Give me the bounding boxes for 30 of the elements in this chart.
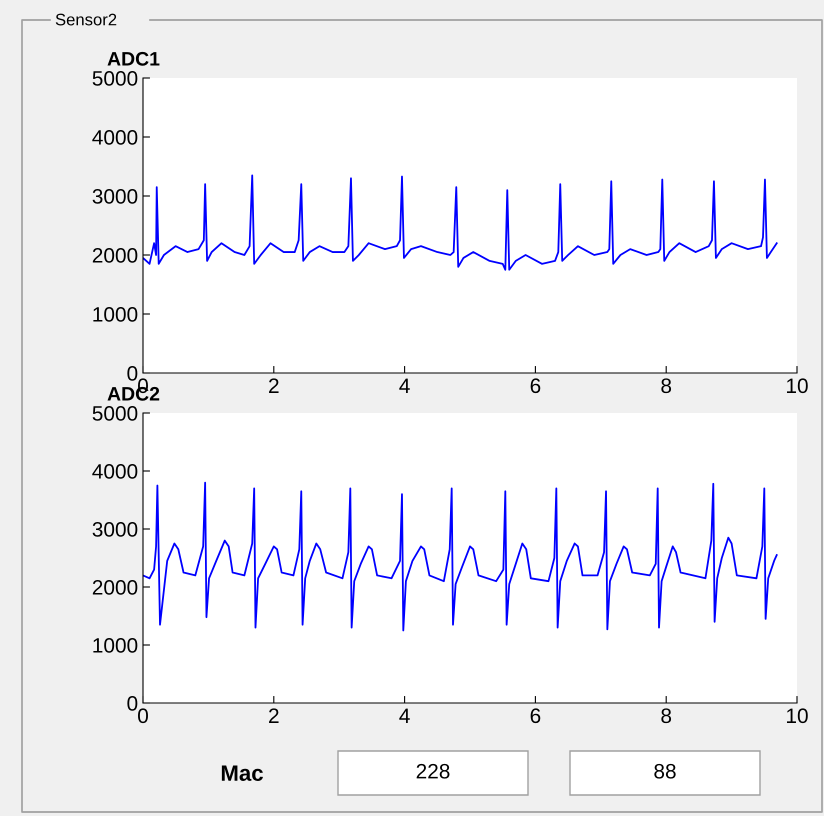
line-series — [143, 482, 778, 632]
y-tick-label: 3000 — [92, 522, 138, 537]
x-tick-label: 10 — [787, 378, 808, 394]
x-tick-label: 2 — [269, 708, 279, 723]
y-tick-label: 2000 — [92, 248, 138, 263]
x-tick-label: 8 — [661, 378, 672, 394]
y-tick-label: 4000 — [92, 130, 138, 145]
x-tick-label: 2 — [269, 378, 279, 393]
y-tick-label: 1000 — [93, 638, 138, 653]
y-tick-label: 0 — [127, 696, 138, 711]
y-tick-label: 0 — [127, 366, 138, 381]
y-tick-label: 3000 — [92, 189, 138, 204]
x-tick-label: 6 — [530, 708, 540, 724]
y-tick-label: 5000 — [92, 71, 138, 86]
x-tick-label: 0 — [138, 708, 148, 724]
chart-title: ADC1 — [108, 52, 160, 66]
text: 88 — [654, 764, 676, 779]
y-tick-label: 4000 — [92, 464, 138, 479]
y-tick-label: 2000 — [92, 580, 138, 595]
x-tick-label: 4 — [399, 378, 410, 393]
x-tick-label: 8 — [661, 708, 672, 724]
line-series — [143, 174, 778, 271]
text: 228 — [416, 764, 450, 779]
text: Mac — [222, 765, 263, 781]
x-tick-label: 10 — [787, 708, 808, 724]
x-tick-label: 4 — [399, 708, 410, 723]
y-tick-label: 5000 — [92, 406, 138, 421]
x-tick-label: 6 — [530, 378, 540, 394]
text: Sensor2 — [56, 14, 116, 26]
y-tick-label: 1000 — [93, 307, 138, 322]
